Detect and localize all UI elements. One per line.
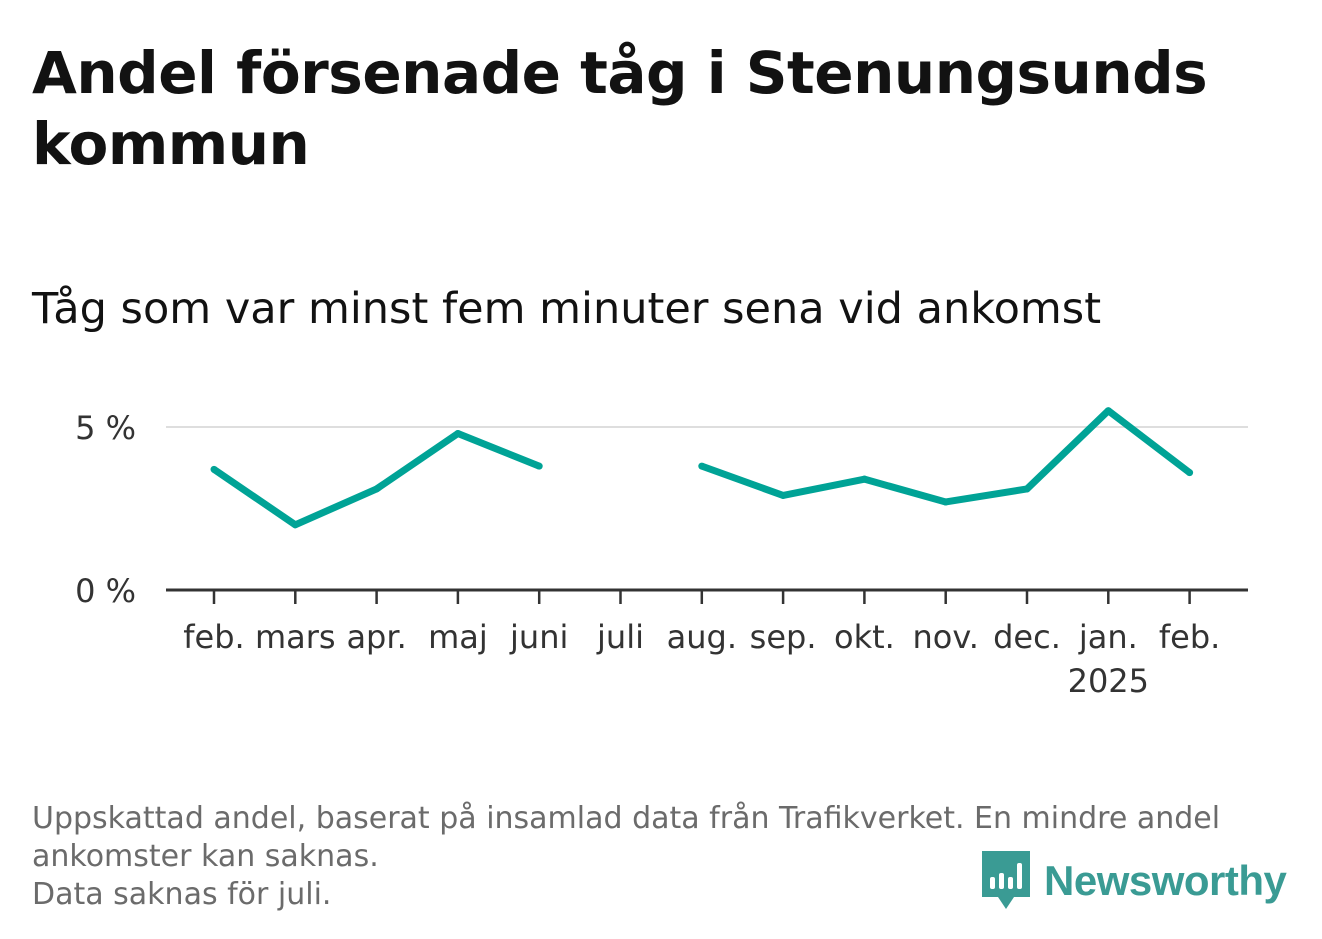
series-0-point-6 — [698, 462, 706, 470]
series-0-point-10 — [1023, 485, 1031, 493]
series-layer — [210, 407, 1194, 529]
x-tick-label-0: feb. — [183, 618, 244, 656]
series-0-segment-0 — [212, 430, 541, 529]
newsworthy-logo-icon — [982, 851, 1030, 909]
series-0-point-12 — [1186, 469, 1194, 477]
chart-subtitle: Tåg som var minst fem minuter sena vid a… — [32, 284, 1102, 334]
x-tick-label-9: nov. — [912, 618, 978, 656]
x-tick-label-12: feb. — [1159, 618, 1220, 656]
chart-title: Andel försenade tåg i Stenungsunds kommu… — [32, 39, 1208, 178]
x-axis — [166, 588, 1248, 604]
series-0-point-2 — [373, 485, 381, 493]
x-tick-label-1: mars — [255, 618, 336, 656]
x-year-label: 2025 — [1068, 662, 1149, 700]
x-tick-label-5: juli — [596, 618, 644, 656]
x-tick-label-2: apr. — [346, 618, 406, 656]
series-0-point-11 — [1104, 407, 1112, 415]
series-0-point-0 — [210, 465, 218, 473]
x-tick-label-4: juni — [509, 618, 568, 656]
footnote: Uppskattad andel, baserat på insamlad da… — [32, 800, 1292, 914]
x-tick-label-8: okt. — [834, 618, 895, 656]
x-tick-label-10: dec. — [993, 618, 1061, 656]
brand-logo: Newsworthy — [982, 850, 1287, 912]
series-0-point-9 — [942, 498, 950, 506]
x-tick-label-6: aug. — [667, 618, 737, 656]
y-tick-label-0: 0 % — [75, 572, 136, 610]
series-0-point-4 — [535, 462, 543, 470]
x-tick-label-3: maj — [428, 618, 488, 656]
series-0-point-3 — [454, 430, 462, 438]
y-tick-label-1: 5 % — [75, 409, 136, 447]
series-0-point-7 — [779, 491, 787, 499]
brand-name: Newsworthy — [1044, 857, 1287, 904]
x-tick-label-7: sep. — [750, 618, 817, 656]
series-0-segment-1 — [700, 407, 1192, 506]
line-chart: 0 % 5 % feb. mars apr. maj juni juli aug. sep. okt… — [75, 407, 1248, 700]
footnote-line-1: Uppskattad andel, baserat på insamlad da… — [32, 801, 1221, 874]
series-0-point-1 — [291, 521, 299, 529]
footnote-line-2: Data saknas för juli. — [32, 877, 332, 912]
tick-labels: 0 % 5 % feb. mars apr. maj juni juli aug. sep. okt… — [75, 409, 1220, 700]
x-tick-label-11: jan. — [1078, 618, 1138, 656]
series-0-point-8 — [860, 475, 868, 483]
